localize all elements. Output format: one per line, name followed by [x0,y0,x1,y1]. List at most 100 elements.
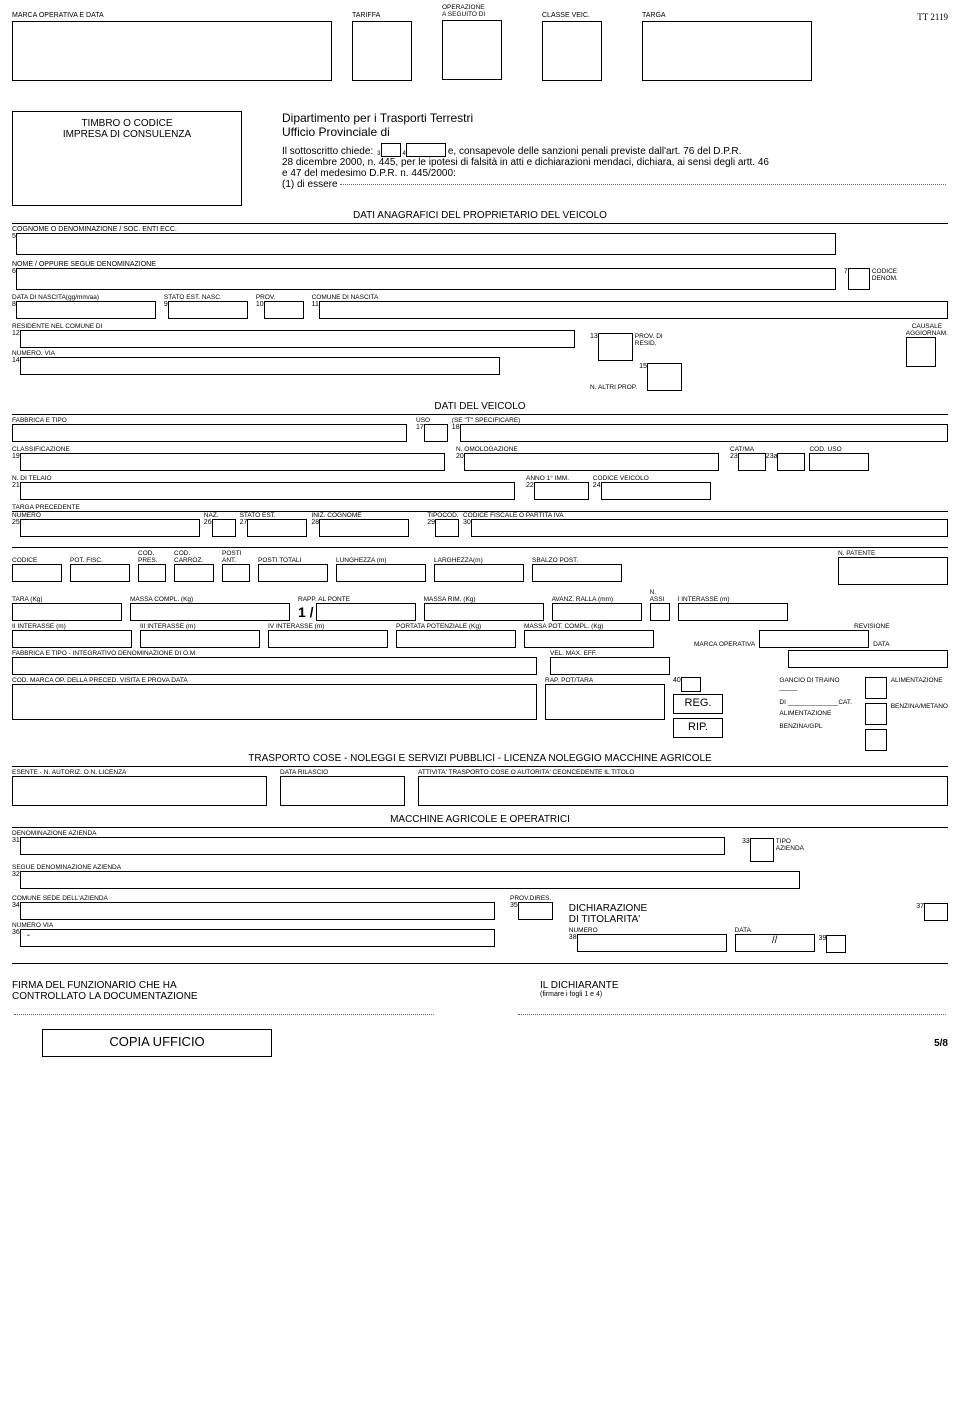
veic-numero-lbl: NUMERO [12,512,200,519]
box-provdires[interactable] [518,902,553,920]
dip-l1: Dipartimento per i Trasporti Terrestri [282,111,948,125]
box-marcaop2[interactable] [759,630,869,648]
box-numaz[interactable] [577,934,727,952]
box-codcarroz[interactable] [174,564,214,582]
box-attivita[interactable] [418,776,948,806]
box-anno[interactable] [534,482,589,500]
box-interasse2[interactable] [12,630,132,648]
box-nome[interactable] [16,268,836,290]
box-interasse1[interactable] [678,603,788,621]
box-provres[interactable] [598,333,633,361]
box-massacompl[interactable] [130,603,290,621]
box-alim1[interactable] [865,677,887,699]
box-codpres[interactable] [138,564,166,582]
box-catma2[interactable] [777,453,805,471]
box-datarilascio[interactable] [280,776,405,806]
box-fabbrica[interactable] [12,424,407,442]
box-40[interactable] [681,677,701,692]
box-causale[interactable] [906,337,936,367]
box-codveic[interactable] [601,482,711,500]
box-postiant[interactable] [222,564,250,582]
box-4[interactable] [406,143,446,157]
box-massapot[interactable] [524,630,654,648]
box-39[interactable] [826,935,846,953]
box-fabbint[interactable] [12,657,537,675]
box-dataaz[interactable]: // [735,934,815,952]
box-stest[interactable] [168,301,248,319]
box-comaz[interactable] [20,902,495,920]
box-alim2[interactable] [865,703,887,725]
box-omol[interactable] [464,453,719,471]
dip-l2: Ufficio Provinciale di [282,125,948,139]
agric-slash: // [772,935,778,946]
box-alim3[interactable] [865,729,887,751]
box-tara[interactable] [12,603,122,621]
box-rappot[interactable] [545,684,665,720]
anag-numvia-lbl: NUMERO, VIA [12,350,582,357]
box-tariffa[interactable] [352,21,412,81]
box-tipoaz[interactable] [750,838,774,862]
box-numviaaz[interactable]: - [20,929,495,947]
decl-pre: Il sottoscritto chiede: [282,146,373,157]
box-interasse4[interactable] [268,630,388,648]
veic-interasse1-lbl: I INTERASSE (m) [678,596,788,603]
veic-nassi-lbl: N. ASSI [650,589,670,603]
box-37[interactable] [924,903,948,921]
box-rapp[interactable] [316,603,416,621]
trasporto-title: TRASPORTO COSE - NOLEGGI E SERVIZI PUBBL… [12,753,948,764]
box-aseguito[interactable] [442,20,502,80]
box-interasse3[interactable] [140,630,260,648]
box-velmax[interactable] [550,657,670,675]
num-10: 10 [256,301,264,319]
box-numvia[interactable] [20,357,500,375]
box-tipocod[interactable] [435,519,459,537]
num-15: 15 [639,363,647,391]
box-nassi[interactable] [650,603,670,621]
box-cf[interactable] [471,519,948,537]
box-targa[interactable] [642,21,812,81]
box-avanz[interactable] [552,603,642,621]
box-denom[interactable] [20,837,725,855]
box-esente[interactable] [12,776,267,806]
box-catma[interactable] [738,453,766,471]
box-inizcog[interactable] [319,519,409,537]
decl-post: e, consapevole delle sanzioni penali pre… [448,146,742,157]
box-portata[interactable] [396,630,516,648]
agric-title: MACCHINE AGRICOLE E OPERATRICI [12,814,948,825]
veic-fabbint-lbl: FABBRICA E TIPO - INTEGRATIVO DENOMINAZI… [12,650,542,657]
box-cognome[interactable] [16,233,836,255]
box-classe[interactable] [542,21,602,81]
veic-massapot-lbl: MASSA POT. COMPL. (Kg) [524,623,654,630]
box-codice[interactable] [12,564,62,582]
veic-rapp-lbl: RAPP. AL PONTE [298,596,416,603]
num-13: 13 [590,333,598,361]
box-set[interactable] [460,424,948,442]
box-uso[interactable] [424,424,448,442]
veic-class-lbl: CLASSIFICAZIONE [12,446,452,453]
box-resid[interactable] [20,330,575,348]
box-coduso[interactable] [809,453,869,471]
box-codmarca[interactable] [12,684,537,720]
box-class[interactable] [20,453,445,471]
box-naz[interactable] [212,519,236,537]
box-telaio[interactable] [20,482,515,500]
box-statoest[interactable] [247,519,307,537]
box-potfisc[interactable] [70,564,130,582]
box-revisione2[interactable] [788,650,948,668]
box-3[interactable] [381,143,401,157]
box-altri[interactable] [647,363,682,391]
box-npatente[interactable] [838,557,948,585]
box-massarim[interactable] [424,603,544,621]
footer-dich: IL DICHIARANTE [540,980,948,991]
box-coddenom[interactable] [848,268,870,290]
box-prov[interactable] [264,301,304,319]
box-comune[interactable] [319,301,948,319]
box-marca[interactable] [12,21,332,81]
box-larg[interactable] [434,564,524,582]
box-numero[interactable] [20,519,200,537]
box-sbalzo[interactable] [532,564,622,582]
box-dnasc[interactable] [16,301,156,319]
box-postitot[interactable] [258,564,328,582]
box-segue[interactable] [20,871,800,889]
box-lung[interactable] [336,564,426,582]
